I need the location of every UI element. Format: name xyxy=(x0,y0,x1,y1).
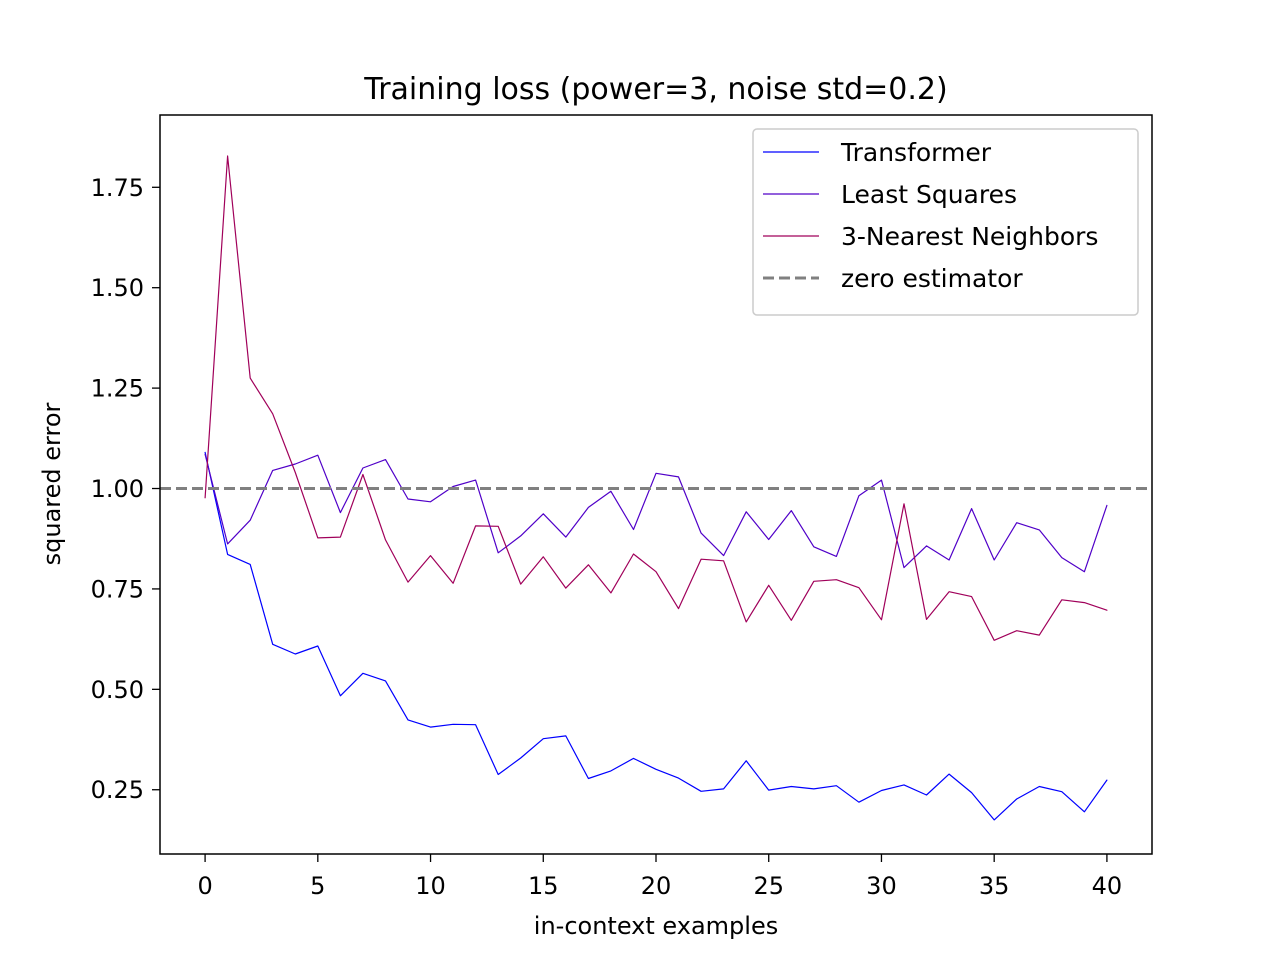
y-tick-label: 0.75 xyxy=(91,575,144,603)
series-line-3-nearest-neighbors xyxy=(204,155,1108,641)
ticks-layer: 0 5 10 15 20 25 30 35 40 0.25 0.50 0.75 1.00 1.25 1.50… xyxy=(91,174,1123,900)
x-tick-label: 40 xyxy=(1092,872,1123,900)
x-tick-label: 15 xyxy=(528,872,559,900)
y-tick-label: 1.00 xyxy=(91,475,144,503)
x-tick-label: 10 xyxy=(415,872,446,900)
x-axis-label: in-context examples xyxy=(534,912,778,940)
y-tick-label: 0.50 xyxy=(91,676,144,704)
x-tick-label: 0 xyxy=(197,872,212,900)
x-tick-label: 25 xyxy=(753,872,784,900)
legend-label-zero-estimator: zero estimator xyxy=(841,264,1023,293)
x-tick-label: 5 xyxy=(310,872,325,900)
series-line-transformer xyxy=(204,451,1108,821)
legend-label-least-squares: Least Squares xyxy=(841,180,1017,209)
legend: Transformer Least Squares 3-Nearest Neighb… xyxy=(752,128,1139,316)
x-tick-label: 30 xyxy=(866,872,897,900)
series-layer xyxy=(204,155,1108,821)
y-tick-label: 1.50 xyxy=(91,274,144,302)
plot-frame xyxy=(159,114,1153,855)
x-tick-label: 20 xyxy=(641,872,672,900)
legend-label-3-nearest-neighbors: 3-Nearest Neighbors xyxy=(841,222,1098,251)
legend-box xyxy=(752,128,1139,316)
x-tick-label: 35 xyxy=(979,872,1010,900)
y-axis-label: squared error xyxy=(38,403,66,566)
chart-title: Training loss (power=3, noise std=0.2) xyxy=(363,72,947,107)
y-tick-label: 1.75 xyxy=(91,174,144,202)
y-tick-label: 0.25 xyxy=(91,776,144,804)
series-line-least-squares xyxy=(204,453,1108,573)
legend-label-transformer: Transformer xyxy=(840,138,992,167)
y-tick-label: 1.25 xyxy=(91,375,144,403)
